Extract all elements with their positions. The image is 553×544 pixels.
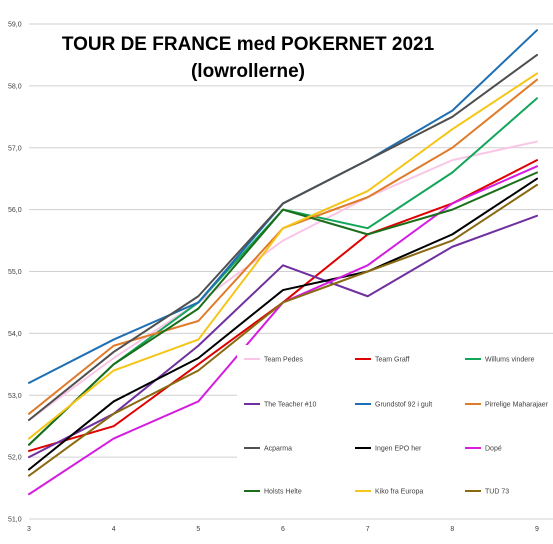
x-tick-label: 5 <box>196 526 200 533</box>
legend: Team Pedes Team Graff Willums vindere The T… <box>244 357 549 496</box>
y-tick-label: 54,0 <box>8 331 22 338</box>
series-line <box>28 140 538 421</box>
legend-label: Grundstof 92 i gult <box>375 402 432 409</box>
x-tick-label: 8 <box>450 526 454 533</box>
y-axis: 51,0 52,0 53,0 54,0 55,0 56,0 57,0 58,0 59,0 <box>8 22 22 524</box>
y-tick-label: 59,0 <box>8 22 22 29</box>
y-tick-label: 51,0 <box>8 517 22 524</box>
x-tick-label: 6 <box>281 526 285 533</box>
series-line <box>28 53 538 421</box>
series-line <box>28 183 538 477</box>
legend-label: Ingen EPO her <box>375 446 422 453</box>
y-tick-label: 56,0 <box>8 207 22 214</box>
x-axis: 3 4 5 6 7 8 9 <box>27 526 539 533</box>
y-tick-label: 53,0 <box>8 393 22 400</box>
y-tick-label: 57,0 <box>8 145 22 152</box>
legend-label: Team Graff <box>375 357 410 364</box>
series-line <box>28 177 538 471</box>
series-line <box>28 72 538 440</box>
legend-label: Holsts Helte <box>264 489 302 496</box>
x-tick-label: 9 <box>535 526 539 533</box>
legend-label: The Teacher #10 <box>264 402 317 409</box>
x-tick-label: 4 <box>112 526 116 533</box>
legend-label: Kiko fra Europa <box>375 489 423 496</box>
legend-label: Dopé <box>485 446 502 453</box>
series-line <box>28 171 538 446</box>
legend-label: Willums vindere <box>485 357 535 364</box>
legend-label: Team Pedes <box>264 357 303 364</box>
legend-label: Acparma <box>264 446 292 453</box>
legend-label: TUD 73 <box>485 489 509 496</box>
legend-label: Pirrelige Maharajaer <box>485 402 549 409</box>
chart-subtitle: (lowrollerne) <box>191 61 305 82</box>
y-tick-label: 58,0 <box>8 83 22 90</box>
y-tick-label: 55,0 <box>8 269 22 276</box>
chart-title: TOUR DE FRANCE med POKERNET 2021 <box>62 34 435 55</box>
legend-background <box>237 345 553 505</box>
x-tick-label: 7 <box>366 526 370 533</box>
y-tick-label: 52,0 <box>8 455 22 462</box>
series-lines <box>28 29 538 496</box>
x-tick-label: 3 <box>27 526 31 533</box>
